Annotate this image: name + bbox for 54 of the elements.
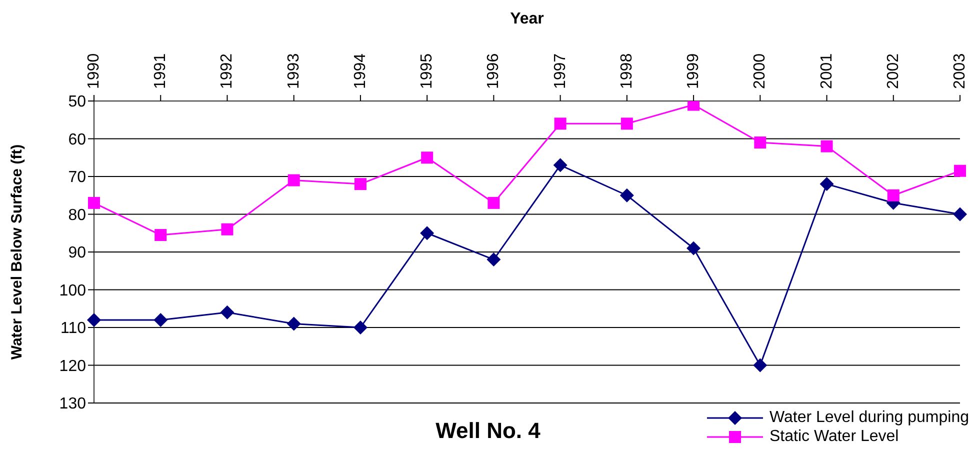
point [553,158,568,172]
x-tick-label: 1991 [152,53,170,89]
x-axis-title: Year [510,10,544,28]
point [954,164,966,177]
point [754,136,766,149]
y-tick-label: 90 [68,244,86,262]
y-tick-label: 110 [60,320,86,338]
point [686,241,701,256]
point [488,196,500,209]
point [620,118,633,130]
point [554,118,566,130]
point [820,140,833,152]
point [221,223,234,236]
x-tick-label: 1999 [685,53,702,89]
point [753,358,768,372]
x-tick-label: 1992 [218,53,236,89]
point [288,174,300,186]
point [420,226,434,240]
point [421,152,434,164]
y-tick-label: 80 [68,206,86,224]
x-tick-label: 1993 [285,53,302,89]
text: Well No. 4 [434,418,542,444]
x-tick-label: 1990 [86,53,102,89]
x-tick-label: 2002 [884,53,902,89]
y-tick-label: 70 [68,169,86,186]
point [486,252,501,267]
point [220,305,234,320]
x-tick-label: 1994 [352,53,369,89]
y-tick-label: 60 [68,131,86,148]
point [88,196,100,209]
x-tick-label: 1995 [418,53,436,89]
y-tick-label: 100 [59,282,86,300]
y-tick-label: 120 [59,358,86,375]
point [953,207,967,222]
x-tick-label: 2003 [952,53,968,89]
legend-label: Static Water Level [769,428,899,445]
y-tick-label: 130 [59,396,86,413]
point [154,229,167,242]
y-tick-label: 50 [68,94,86,111]
point [154,312,168,327]
x-tick-label: 1996 [485,53,502,89]
point [353,320,368,334]
point [354,178,366,190]
point [620,188,634,202]
x-tick-label: 2000 [752,53,769,89]
legend-label: Water Level during pumping [769,409,969,426]
x-tick-label: 1998 [618,53,636,89]
point [887,189,900,202]
x-tick-label: 1997 [552,53,569,89]
point [286,316,301,331]
x-tick-label: 2001 [818,53,836,89]
point [87,312,101,327]
y-axis-title: Water Level Below Surface (ft) [8,144,26,360]
point [820,177,834,192]
